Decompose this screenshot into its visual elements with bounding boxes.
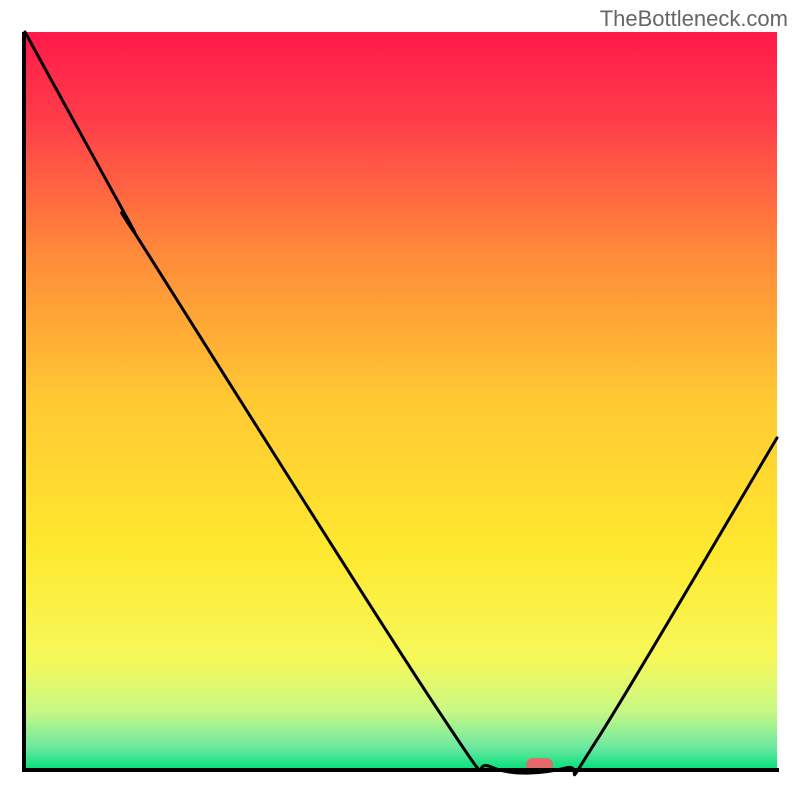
x-axis-line [22, 768, 779, 772]
watermark-text: TheBottleneck.com [600, 6, 788, 32]
y-axis-line [22, 32, 26, 772]
bottleneck-chart [0, 0, 800, 800]
chart-curve [0, 0, 800, 800]
